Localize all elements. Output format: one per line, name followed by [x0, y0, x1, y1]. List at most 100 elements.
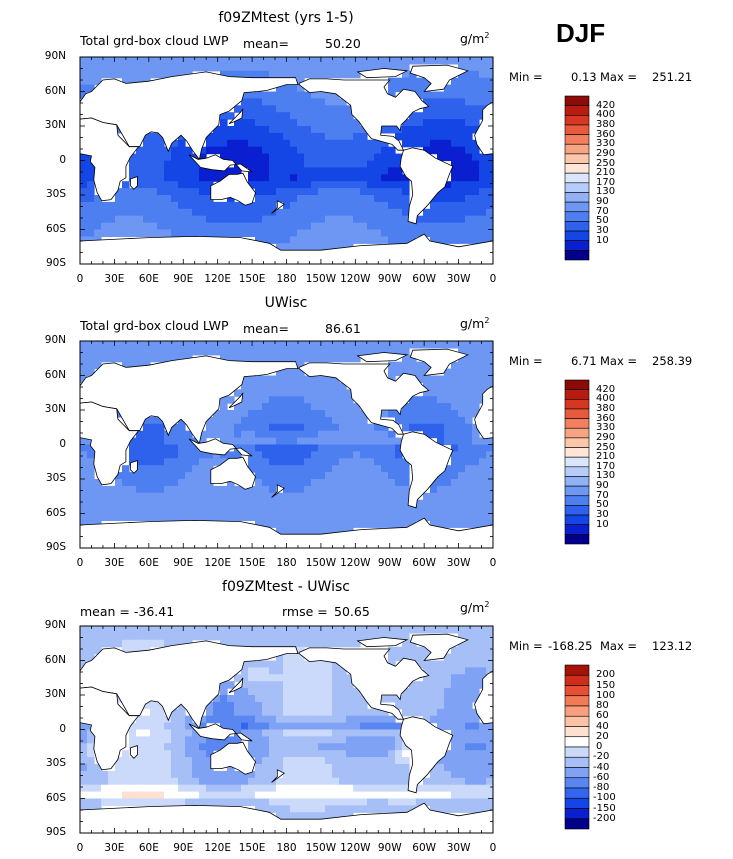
field-cell: [486, 660, 494, 668]
field-cell: [451, 472, 459, 480]
field-cell: [332, 639, 340, 648]
field-cell: [290, 674, 298, 682]
field-cell: [353, 437, 361, 446]
field-cell: [339, 215, 347, 224]
field-cell: [353, 708, 361, 717]
field-cell: [423, 513, 431, 521]
field-cell: [458, 389, 466, 397]
field-cell: [367, 729, 375, 737]
field-cell: [304, 527, 312, 535]
field-cell: [332, 681, 340, 689]
field-cell: [101, 215, 109, 224]
field-cell: [395, 653, 403, 662]
field-cell: [311, 222, 319, 231]
field-cell: [150, 229, 158, 237]
field-cell: [80, 805, 88, 813]
field-cell: [255, 472, 263, 480]
field-cell: [472, 667, 480, 675]
field-cell: [311, 389, 319, 397]
field-cell: [262, 701, 270, 710]
field-cell: [122, 626, 130, 634]
field-cell: [283, 784, 291, 793]
field-cell: [353, 688, 361, 696]
field-cell: [143, 626, 151, 634]
field-cell: [465, 784, 473, 793]
field-cell: [227, 784, 235, 793]
field-cell: [157, 750, 165, 758]
field-cell: [395, 77, 403, 86]
field-cell: [451, 750, 459, 758]
field-cell: [248, 423, 256, 432]
field-cell: [94, 632, 102, 641]
field-cell: [374, 485, 382, 494]
field-cell: [262, 722, 270, 731]
field-cell: [192, 791, 200, 800]
field-cell: [262, 112, 270, 120]
field-cell: [290, 520, 298, 528]
field-cell: [444, 492, 452, 501]
field-cell: [318, 167, 326, 175]
field-cell: [458, 222, 466, 231]
field-cell: [192, 195, 200, 203]
x-tick-label: 120E: [204, 842, 231, 854]
field-cell: [262, 389, 270, 397]
field-cell: [178, 736, 186, 744]
field-cell: [276, 798, 284, 806]
field-cell: [157, 626, 165, 634]
field-cell: [458, 736, 466, 744]
field-cell: [220, 430, 228, 439]
field-cell: [115, 70, 123, 79]
field-cell: [486, 208, 494, 217]
field-cell: [192, 770, 200, 779]
field-cell: [262, 236, 270, 244]
colorbar-label: -40: [593, 761, 610, 773]
field-cell: [374, 492, 382, 501]
field-cell: [339, 389, 347, 397]
field-cell: [367, 236, 375, 244]
field-cell: [87, 84, 95, 93]
field-cell: [465, 160, 473, 168]
field-cell: [269, 695, 277, 703]
field-cell: [164, 153, 172, 162]
x-tick-label: 150E: [238, 557, 266, 569]
field-cell: [262, 403, 270, 411]
field-cell: [451, 77, 459, 86]
field-cell: [171, 201, 179, 210]
field-cell: [150, 479, 158, 487]
field-cell: [486, 764, 494, 772]
field-cell: [255, 770, 263, 779]
field-cell: [178, 639, 186, 648]
field-cell: [367, 499, 375, 508]
field-cell: [87, 77, 95, 86]
field-cell: [283, 492, 291, 501]
x-tick-label: 60W: [412, 557, 437, 569]
field-cell: [395, 215, 403, 224]
field-cell: [465, 667, 473, 675]
field-cell: [248, 229, 256, 237]
field-cell: [206, 341, 214, 349]
field-cell: [80, 639, 88, 648]
field-cell: [332, 354, 340, 363]
field-cell: [248, 354, 256, 363]
field-cell: [402, 57, 410, 65]
field-cell: [248, 791, 256, 800]
field-cell: [80, 215, 88, 224]
field-cell: [108, 798, 116, 806]
field-cell: [108, 770, 116, 779]
field-cell: [381, 729, 389, 737]
field-cell: [318, 105, 326, 113]
field-cell: [458, 146, 466, 155]
field-cell: [227, 764, 235, 772]
field-cell: [276, 98, 284, 106]
field-cell: [402, 499, 410, 508]
field-cell: [290, 416, 298, 425]
field-cell: [311, 764, 319, 772]
field-cell: [269, 188, 277, 196]
colorbar-box: [564, 250, 590, 261]
field-cell: [241, 729, 249, 737]
field-cell: [297, 527, 305, 535]
field-cell: [458, 347, 466, 356]
field-cell: [220, 770, 228, 779]
field-cell: [374, 499, 382, 508]
field-cell: [269, 201, 277, 210]
